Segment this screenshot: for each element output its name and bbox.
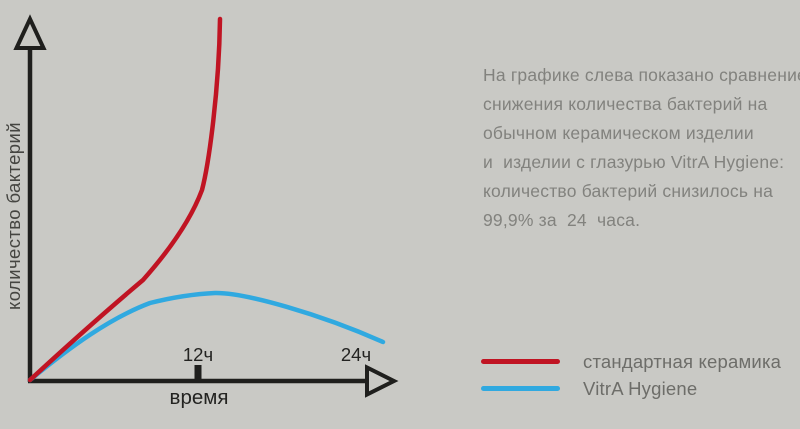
legend: стандартная керамика VitrA Hygiene — [481, 348, 781, 402]
x-axis-label: время — [170, 386, 229, 409]
legend-item-vitra-hygiene: VitrA Hygiene — [481, 375, 781, 402]
annotation-line: На графике слева показано сравнение — [483, 65, 800, 85]
series-standard-ceramic-line — [27, 16, 223, 383]
annotation-line: обычном керамическом изделии — [483, 123, 754, 143]
tick-label-24h: 24ч — [341, 344, 371, 365]
series-vitra-hygiene-line — [27, 290, 386, 383]
x-axis-arrowhead-icon — [365, 364, 399, 398]
tick-mark-12h — [194, 365, 202, 381]
tick-label-12h: 12ч — [183, 344, 213, 365]
annotation-line: количество бактерий снизилось на — [483, 181, 774, 201]
annotation-line: и изделии с глазурью VitrA Hygiene: — [483, 152, 785, 172]
legend-label: стандартная керамика — [583, 350, 782, 372]
chart-canvas: 12ч 24ч время количество бактерий — [3, 14, 399, 409]
annotation-line: снижения количества бактерий на — [483, 94, 768, 114]
y-axis-label: количество бактерий — [3, 122, 24, 310]
legend-item-standard-ceramic: стандартная керамика — [481, 348, 781, 375]
legend-label: VitrA Hygiene — [583, 377, 698, 399]
legend-swatch-blue-line — [481, 386, 560, 391]
y-axis-arrowhead-icon — [13, 14, 47, 50]
annotation-line: 99,9% за 24 часа. — [483, 210, 641, 230]
legend-swatch-red-line — [481, 359, 560, 364]
annotation-text: На графике слева показано сравнение сниж… — [483, 61, 800, 235]
